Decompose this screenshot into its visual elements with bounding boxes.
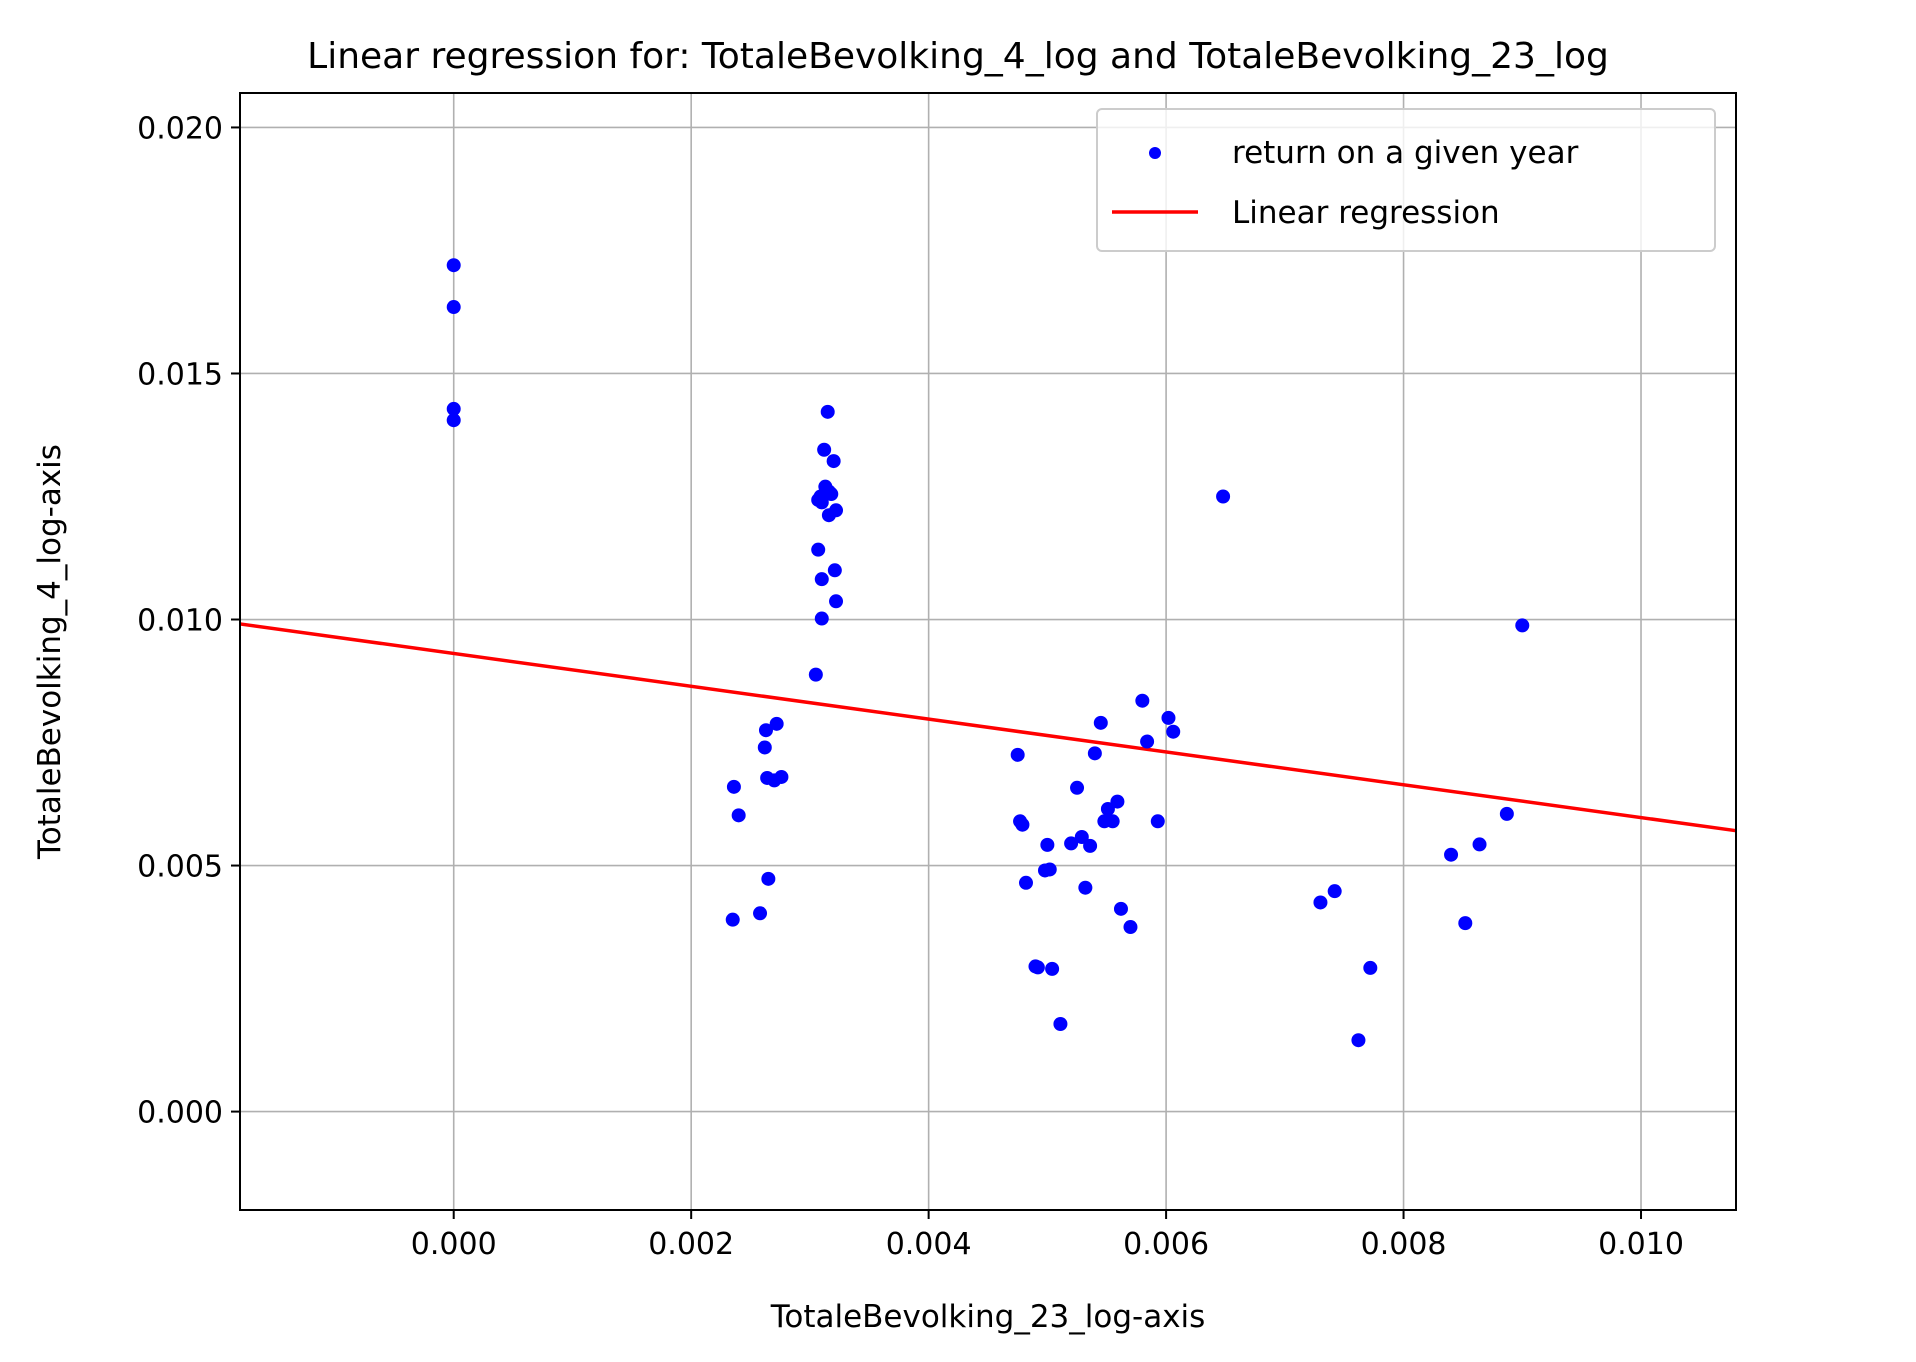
data-point bbox=[757, 740, 772, 755]
data-point bbox=[1040, 837, 1055, 852]
x-tick-label: 0.006 bbox=[1123, 1227, 1209, 1262]
scatter-points bbox=[446, 258, 1530, 1048]
data-point bbox=[1444, 847, 1459, 862]
data-point bbox=[725, 912, 740, 927]
data-point bbox=[1166, 724, 1181, 739]
x-tick-label: 0.002 bbox=[648, 1227, 734, 1262]
data-point bbox=[1018, 875, 1033, 890]
data-point bbox=[1074, 830, 1089, 845]
y-tick-label: 0.010 bbox=[137, 604, 223, 639]
data-point bbox=[1083, 838, 1098, 853]
y-tick-label: 0.015 bbox=[137, 357, 223, 392]
data-point bbox=[446, 401, 461, 416]
plot-frame bbox=[239, 92, 1737, 1211]
legend-scatter-marker bbox=[1149, 147, 1161, 159]
x-axis-label: TotaleBevolking_23_log-axis bbox=[770, 1299, 1206, 1335]
data-point bbox=[446, 300, 461, 315]
data-point bbox=[827, 563, 842, 578]
data-point bbox=[814, 495, 829, 510]
data-point bbox=[726, 779, 741, 794]
x-tick-label: 0.008 bbox=[1361, 1227, 1447, 1262]
data-point bbox=[1045, 961, 1060, 976]
data-point bbox=[1100, 801, 1115, 816]
chart-title: Linear regression for: TotaleBevolking_4… bbox=[307, 36, 1609, 77]
data-point bbox=[1030, 960, 1045, 975]
data-point bbox=[1458, 916, 1473, 931]
data-point bbox=[761, 871, 776, 886]
data-point bbox=[1351, 1033, 1366, 1048]
data-point bbox=[1515, 618, 1530, 633]
data-point bbox=[1064, 836, 1079, 851]
legend-label-line: Linear regression bbox=[1232, 195, 1500, 231]
data-point bbox=[824, 487, 839, 502]
data-point bbox=[1105, 814, 1120, 829]
data-point bbox=[1150, 814, 1165, 829]
x-tick-label: 0.000 bbox=[411, 1227, 497, 1262]
data-point bbox=[446, 258, 461, 273]
data-point bbox=[814, 572, 829, 587]
data-point bbox=[1161, 710, 1176, 725]
data-point bbox=[1327, 884, 1342, 899]
data-point bbox=[1110, 794, 1125, 809]
regression-line-layer bbox=[239, 622, 1737, 833]
y-tick-label: 0.000 bbox=[137, 1096, 223, 1131]
data-point bbox=[820, 404, 835, 419]
data-point bbox=[826, 454, 841, 469]
data-point bbox=[817, 442, 832, 457]
data-point bbox=[1078, 880, 1093, 895]
axis-ticks: 0.000 0.002 0.004 0.006 0.008 0.010 0.000 0.005… bbox=[137, 111, 1684, 1262]
data-point bbox=[829, 594, 844, 609]
data-point bbox=[1053, 1016, 1068, 1031]
data-point bbox=[753, 906, 768, 921]
data-point bbox=[758, 723, 773, 738]
x-tick-label: 0.004 bbox=[886, 1227, 972, 1262]
y-tick-label: 0.020 bbox=[137, 111, 223, 146]
legend-box bbox=[1096, 108, 1716, 252]
legend: return on a given year Linear regression bbox=[1096, 108, 1716, 252]
data-point bbox=[811, 542, 826, 557]
data-point bbox=[1216, 489, 1231, 504]
data-point bbox=[1363, 960, 1378, 975]
data-point bbox=[1313, 895, 1328, 910]
data-point bbox=[1087, 746, 1102, 761]
y-tick-label: 0.005 bbox=[137, 850, 223, 885]
x-tick-label: 0.010 bbox=[1598, 1227, 1684, 1262]
data-point bbox=[769, 716, 784, 731]
regression-line bbox=[239, 622, 1737, 833]
data-point bbox=[814, 611, 829, 626]
data-point bbox=[731, 808, 746, 823]
y-axis-label: TotaleBevolking_4_log-axis bbox=[32, 444, 68, 860]
data-point bbox=[1010, 747, 1025, 762]
data-point bbox=[1070, 780, 1085, 795]
data-point bbox=[1140, 734, 1155, 749]
data-point bbox=[1015, 817, 1030, 832]
data-point bbox=[808, 667, 823, 682]
data-point bbox=[1093, 715, 1108, 730]
data-point bbox=[446, 413, 461, 428]
legend-label-scatter: return on a given year bbox=[1232, 135, 1579, 171]
data-point bbox=[774, 769, 789, 784]
data-point bbox=[1472, 837, 1487, 852]
data-point bbox=[1113, 901, 1128, 916]
data-point bbox=[1042, 862, 1057, 877]
data-point bbox=[1499, 806, 1514, 821]
data-point bbox=[1135, 693, 1150, 708]
data-point bbox=[821, 508, 836, 523]
data-point bbox=[1123, 920, 1138, 935]
